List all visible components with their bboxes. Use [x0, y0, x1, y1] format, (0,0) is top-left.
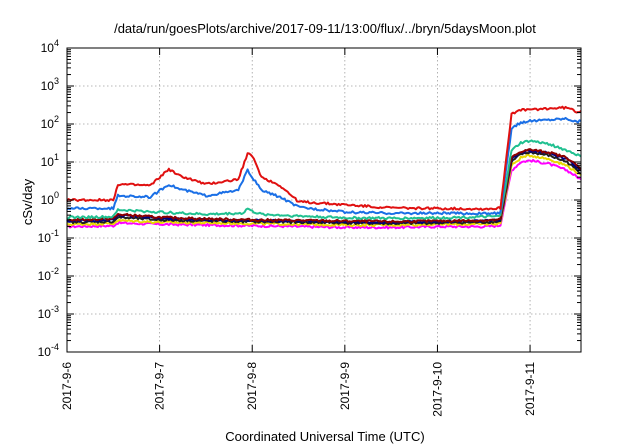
x-axis-label: Coordinated Universal Time (UTC)	[225, 429, 424, 444]
x-tick-label: 2017-9-10	[430, 362, 444, 417]
y-tick-label: 100	[41, 190, 59, 207]
series-line	[66, 116, 582, 216]
y-tick-label: 102	[41, 114, 59, 131]
y-tick-label: 10-3	[38, 304, 59, 321]
plot-frame	[66, 47, 582, 353]
y-tick-label: 10-2	[38, 266, 59, 283]
y-axis-label: cSv/day	[20, 178, 35, 225]
y-tick-label: 103	[41, 76, 59, 93]
chart-title: /data/run/goesPlots/archive/2017-09-11/1…	[114, 21, 536, 36]
grid	[67, 48, 581, 352]
x-tick-label: 2017-9-8	[245, 362, 259, 410]
y-tick-label: 101	[41, 152, 59, 169]
y-tick-label: 10-1	[38, 228, 59, 245]
series-line	[66, 148, 582, 224]
series-layer	[66, 105, 582, 230]
x-tick-label: 2017-9-6	[60, 362, 74, 410]
y-tick-label: 104	[41, 38, 59, 55]
series-line	[66, 105, 582, 211]
y-tick-label: 10-4	[38, 342, 59, 359]
series-line	[66, 153, 582, 228]
series-line	[66, 139, 582, 221]
x-tick-label: 2017-9-7	[153, 362, 167, 410]
x-tick-label: 2017-9-11	[523, 362, 537, 416]
axes-layer	[66, 47, 581, 353]
x-tick-label: 2017-9-9	[338, 362, 352, 410]
ticks-layer: 10-4 10-3 10-2 10-1 100 101 102 103 104 2017-9-6 2…	[38, 38, 537, 417]
